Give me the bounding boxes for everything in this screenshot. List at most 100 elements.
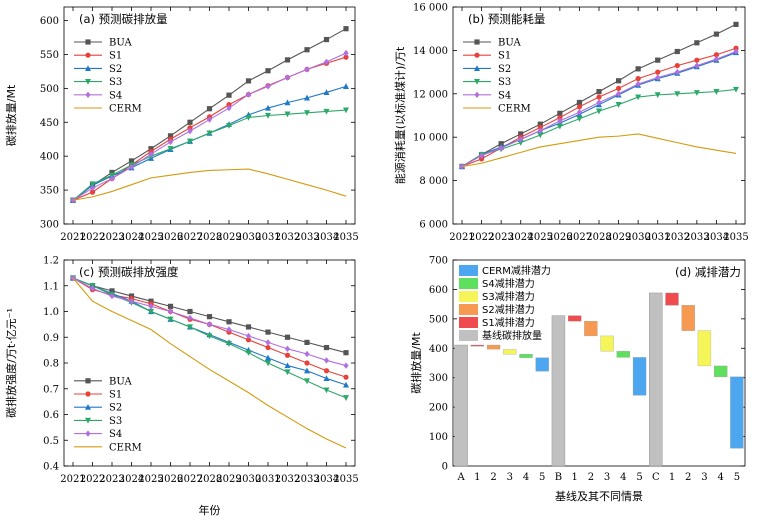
x-tick-label: 1	[571, 472, 577, 483]
reduction-bar-b5	[632, 357, 647, 396]
legend-marker-bua	[474, 39, 480, 45]
data-point-bua	[343, 350, 349, 356]
data-point-s1	[694, 57, 700, 63]
x-tick-label: 2034	[314, 232, 339, 243]
data-point-s4	[304, 66, 310, 73]
x-tick-label: 5	[539, 472, 545, 483]
data-point-s4	[226, 104, 232, 112]
y-tick-label: 0	[442, 462, 448, 473]
data-point-s4	[245, 91, 252, 98]
data-point-s1	[635, 76, 641, 82]
x-tick-label: 2028	[197, 232, 222, 243]
y-tick-label: 1.2	[43, 256, 59, 267]
data-point-s2	[265, 104, 271, 111]
x-tick-label: 5	[734, 472, 740, 483]
y-tick-label: 1.1	[43, 281, 59, 292]
data-point-s3	[304, 378, 310, 385]
y-tick-label: 8 000	[419, 176, 448, 187]
legend-label-s3: S3	[109, 77, 122, 88]
data-point-s3	[343, 107, 349, 114]
y-tick-label: 500	[40, 84, 59, 95]
data-point-bua	[323, 36, 330, 43]
data-point-s3	[576, 116, 583, 122]
data-point-s3	[265, 112, 271, 119]
data-point-s3	[343, 395, 349, 401]
y-tick-label: 600	[40, 16, 59, 27]
legend-label-s2: S2	[109, 64, 122, 75]
x-tick-label: 2035	[333, 474, 358, 485]
reduction-bar-c5	[730, 376, 744, 449]
legend-label-s2: S2	[498, 64, 511, 75]
panel-c-carbon-intensity: (c) 预测碳排放强度 碳排放强度/万t·亿元⁻¹ 年份 0.4 0.5 0.6 0.…	[4, 256, 359, 518]
data-point-s3	[89, 181, 96, 188]
x-tick-label: C	[652, 472, 660, 483]
x-tick-label: 2022	[80, 232, 105, 243]
reduction-bar-c4	[714, 365, 728, 377]
data-point-s3	[304, 110, 310, 116]
data-point-s3	[187, 138, 193, 145]
legend-swatch-5	[459, 330, 478, 341]
data-point-s4	[89, 285, 96, 292]
legend-swatch-3	[459, 304, 478, 315]
data-point-bua	[304, 47, 310, 53]
data-point-s3	[556, 123, 563, 130]
y-tick-label: 10 000	[413, 133, 448, 144]
data-point-s4	[557, 117, 563, 125]
x-tick-label: 2024	[508, 232, 533, 243]
data-point-bua	[615, 78, 622, 84]
reduction-bar-a1	[470, 344, 484, 347]
y-tick-label: 0.5	[43, 436, 59, 447]
data-point-s3	[635, 94, 642, 101]
x-tick-label: 2021	[449, 232, 474, 243]
data-point-s3	[537, 132, 544, 139]
x-tick-label: 2021	[60, 232, 85, 243]
data-point-bua	[323, 344, 330, 351]
legend-label-s4: S4	[498, 90, 511, 101]
data-point-s3	[245, 350, 252, 356]
legend-label-2: S3减排潜力	[482, 290, 535, 303]
data-point-bua	[148, 146, 154, 152]
data-point-s3	[148, 308, 154, 315]
legend-marker-s4	[85, 430, 91, 437]
legend-swatch-4	[459, 317, 478, 328]
reduction-bar-b1	[568, 315, 582, 322]
data-point-s1	[557, 115, 563, 121]
y-tick-label: 200	[429, 403, 448, 414]
data-point-bua	[537, 121, 543, 127]
reduction-bar-c3	[697, 330, 712, 367]
data-point-s1	[615, 85, 622, 91]
legend-marker-s1	[474, 52, 480, 58]
data-point-s3	[693, 90, 700, 96]
x-tick-label: 2027	[177, 232, 202, 243]
data-point-s4	[109, 292, 115, 300]
y-tick-label: 14 000	[413, 46, 448, 57]
data-point-s3	[284, 111, 291, 118]
legend-label-s3: S3	[109, 416, 122, 427]
panel-b-energy-consumption: (b) 预测能耗量 能源消耗量(以标准煤计)/万t 6 000 8 000 10 0…	[393, 3, 749, 244]
y-tick-label: 1.0	[43, 307, 59, 318]
series-line-cerm	[72, 168, 347, 201]
legend-marker-s3	[474, 79, 480, 85]
data-point-s1	[265, 344, 271, 351]
legend-swatch-0	[459, 265, 478, 276]
data-point-s1	[89, 189, 96, 195]
data-point-s3	[167, 146, 174, 152]
legend-label-s4: S4	[109, 90, 122, 101]
data-point-s1	[596, 94, 602, 100]
data-point-bua	[109, 169, 115, 176]
x-tick-label: 2032	[665, 232, 690, 243]
data-point-s4	[148, 303, 154, 310]
data-point-bua	[576, 99, 583, 106]
legend-label-bua: BUA	[498, 38, 521, 49]
x-tick-label: 2023	[488, 232, 513, 243]
x-tick-label: A	[456, 472, 465, 483]
data-point-s4	[518, 136, 524, 143]
y-tick-label: 16 000	[413, 3, 448, 14]
x-tick-label: 2033	[294, 474, 319, 485]
x-tick-label: 2	[685, 472, 691, 483]
data-point-s2	[304, 367, 310, 374]
data-point-bua	[226, 92, 232, 98]
data-point-s1	[304, 360, 310, 366]
x-tick-label: 2022	[80, 474, 105, 485]
y-tick-label: 300	[429, 373, 448, 384]
